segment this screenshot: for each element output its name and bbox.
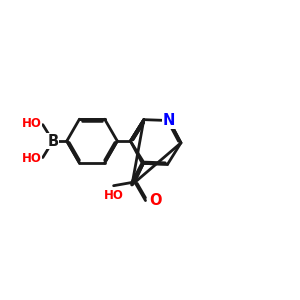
Text: HO: HO — [21, 117, 41, 130]
Text: O: O — [149, 193, 162, 208]
Text: B: B — [47, 134, 58, 148]
Text: HO: HO — [104, 189, 124, 202]
Text: N: N — [163, 113, 175, 128]
Text: HO: HO — [21, 152, 41, 166]
